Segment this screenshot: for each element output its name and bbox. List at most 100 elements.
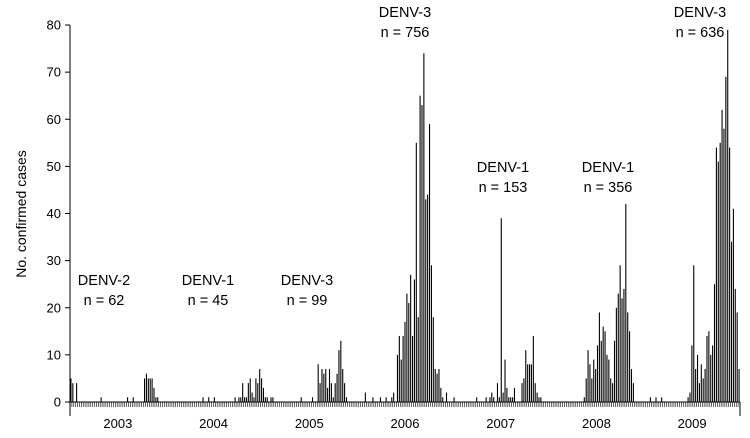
bar (149, 378, 151, 402)
bar (655, 397, 657, 402)
bar (417, 317, 419, 402)
bar (708, 331, 710, 402)
bar (729, 147, 731, 402)
y-tick-label: 50 (47, 159, 61, 174)
bar (613, 340, 616, 402)
bar (261, 378, 263, 402)
bar (608, 359, 610, 402)
bar (587, 350, 589, 402)
y-tick-label: 20 (47, 300, 61, 315)
bar (610, 378, 612, 402)
x-year-label: 2003 (103, 416, 132, 431)
bar (238, 397, 240, 402)
bar (76, 383, 78, 402)
bar (272, 397, 274, 402)
bar (623, 288, 625, 402)
bar (702, 378, 704, 402)
bar (583, 397, 585, 402)
annotation-serotype: DENV-3 (674, 5, 726, 21)
bar (695, 369, 697, 402)
bar (442, 397, 444, 402)
bar (734, 288, 736, 402)
bar (436, 373, 438, 402)
bar (715, 147, 717, 402)
annotation-count: n = 356 (584, 180, 633, 196)
bar (691, 345, 693, 402)
bar (344, 383, 346, 402)
bar (527, 364, 529, 402)
y-tick-label: 70 (47, 65, 61, 80)
bar (255, 378, 257, 402)
bar (234, 397, 236, 402)
bar (506, 387, 508, 402)
bar (430, 265, 432, 402)
bar (402, 336, 404, 402)
bar (649, 397, 651, 402)
bar (504, 359, 506, 402)
bar (540, 397, 542, 402)
bar (510, 397, 512, 402)
bar (398, 336, 400, 402)
bar (606, 354, 608, 403)
bar (270, 397, 272, 402)
bar (538, 397, 540, 402)
bar (321, 369, 323, 402)
bar (604, 331, 606, 402)
annotation-serotype: DENV-1 (182, 273, 234, 289)
bar (257, 383, 259, 402)
bar (591, 378, 593, 402)
bar (536, 392, 538, 402)
bar (529, 364, 531, 402)
bar (600, 340, 602, 402)
bar (593, 359, 595, 402)
bar (706, 336, 708, 402)
bar (493, 397, 495, 402)
bar (428, 123, 431, 403)
bar (419, 95, 421, 402)
bar (700, 364, 702, 402)
bar (336, 373, 338, 402)
bar (730, 241, 733, 402)
bar (596, 345, 599, 402)
bar (317, 364, 319, 402)
bar (262, 387, 264, 402)
x-year-label: 2005 (295, 416, 324, 431)
serotype-annotation: DENV-1 n = 45 (182, 273, 234, 309)
bar (440, 387, 442, 402)
bar (213, 397, 215, 402)
bar (432, 317, 434, 402)
bar (412, 336, 414, 402)
bar (498, 397, 500, 402)
bar (627, 312, 629, 402)
bar (345, 397, 348, 402)
bar (244, 397, 246, 402)
bar (242, 383, 244, 402)
annotation-count: n = 153 (479, 180, 528, 196)
bar-series (70, 29, 740, 403)
bar (598, 312, 600, 402)
bar (415, 142, 417, 402)
bar (253, 397, 255, 402)
y-tick-label: 30 (47, 253, 61, 268)
bar (534, 383, 536, 402)
bar (127, 397, 129, 402)
bar (438, 369, 440, 402)
y-axis-title: No. confirmed cases (13, 150, 29, 278)
bar (385, 397, 387, 402)
bar (585, 378, 587, 402)
bar (632, 383, 634, 402)
y-axis: 0 10 20 30 40 50 60 70 80 (47, 18, 71, 410)
bar (621, 298, 623, 402)
bar (721, 109, 723, 402)
annotation-serotype: DENV-2 (78, 273, 130, 289)
bar (155, 397, 157, 402)
x-year-label: 2006 (391, 416, 420, 431)
bar (100, 397, 102, 402)
bar (615, 307, 617, 402)
bar (704, 369, 706, 402)
bar (421, 105, 423, 403)
serotype-annotation: DENV-1 n = 153 (477, 160, 529, 196)
bar (266, 397, 268, 402)
bar (319, 383, 321, 402)
